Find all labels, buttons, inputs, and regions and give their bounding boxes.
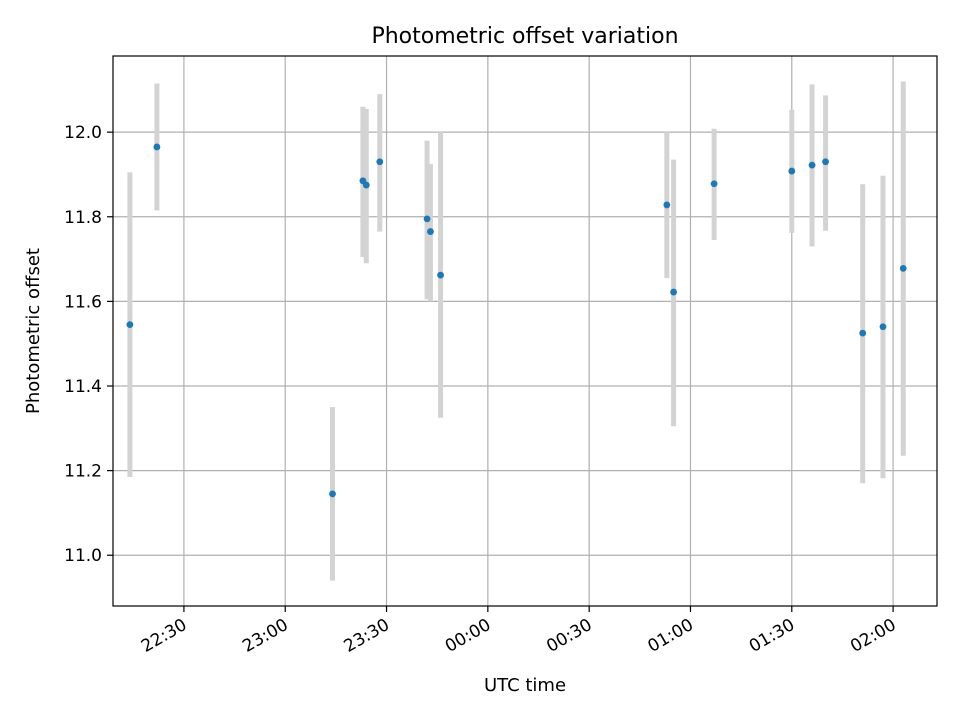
y-tick-label: 11.8 [64,208,102,228]
data-point [423,215,431,223]
data-point [329,490,336,498]
y-tick-label: 11.0 [64,546,102,566]
data-point [859,329,867,337]
data-point [362,181,370,189]
data-point [710,180,718,188]
chart-title: Photometric offset variation [371,24,678,49]
data-point [376,158,384,166]
plot-frame [112,55,938,607]
y-axis-label: Photometric offset [23,248,44,414]
data-point [879,323,887,331]
data-point [788,167,796,175]
data-point [663,201,671,209]
data-point [126,321,134,329]
data-point [437,271,444,279]
data-point [822,158,829,166]
data-point [808,161,816,169]
data-point [153,143,161,151]
point-layer [126,143,907,498]
y-tick-label: 11.4 [64,377,102,397]
y-tick-label: 12.0 [64,123,102,143]
y-axis-ticks: 11.0 11.2 11.4 11.6 11.8 12.0 [64,123,113,566]
data-point [899,264,907,272]
y-tick-label: 11.2 [64,462,102,482]
grid-layer [113,56,937,606]
y-tick-label: 11.6 [64,292,102,312]
data-point [670,288,677,296]
x-axis-label: UTC time [484,675,566,696]
data-point [427,228,434,235]
